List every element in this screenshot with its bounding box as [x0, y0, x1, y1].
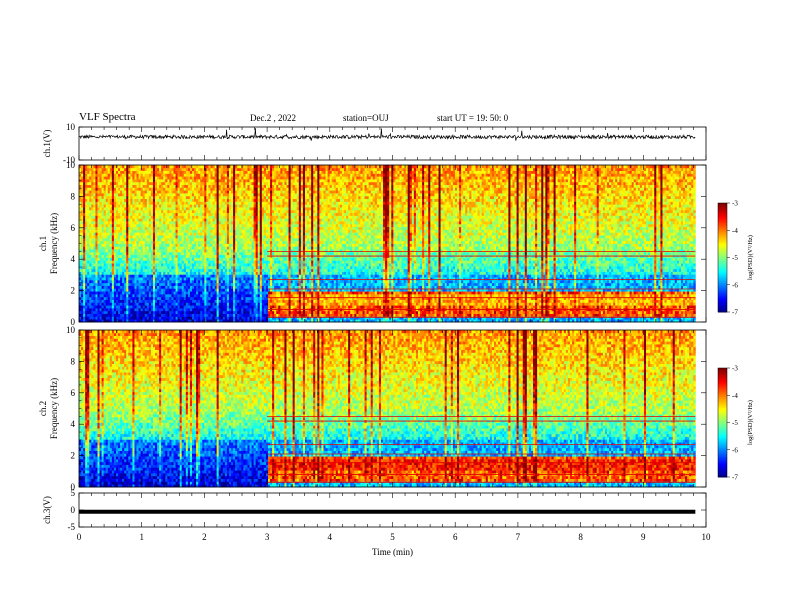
ch1-waveform-trace — [79, 128, 695, 141]
ch1-waveform-x-ticks — [79, 127, 706, 160]
vlf-spectra-figure: 10-10ch.1(V)0246810ch.1 Frequency (kHz)-3… — [0, 0, 792, 612]
ch1-waveform-ylabel: ch.1(V) — [42, 130, 52, 158]
y-tick-label: 10 — [66, 122, 76, 132]
